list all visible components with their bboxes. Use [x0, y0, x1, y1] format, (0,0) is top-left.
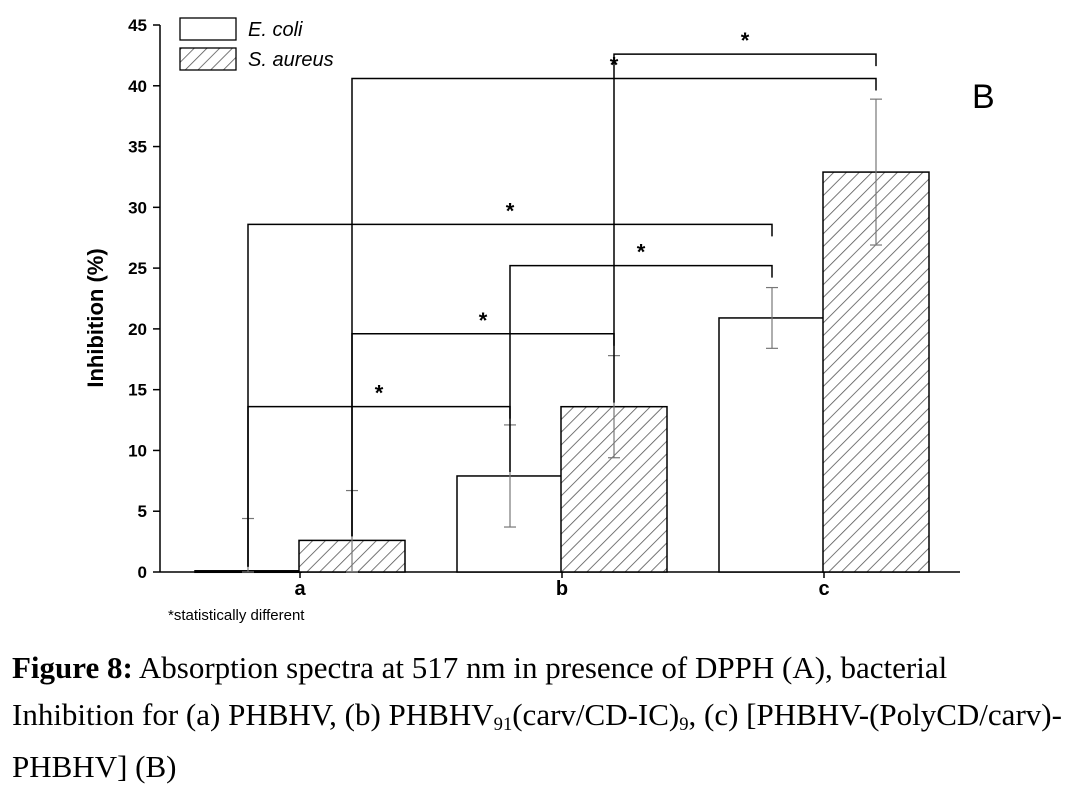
significance-star: *: [637, 240, 646, 265]
caption-subscript-1: 91: [493, 713, 513, 735]
significance-bracket: [613, 53, 877, 403]
y-tick-label: 30: [128, 198, 147, 217]
y-tick-label: 35: [128, 138, 147, 157]
y-tick-label: 20: [128, 320, 147, 339]
legend-swatch-e-coli: [179, 17, 237, 41]
caption-subscript-2: 9: [679, 713, 689, 735]
figure-caption: Figure 8: Absorption spectra at 517 nm i…: [12, 644, 1068, 790]
y-axis-title: Inhibition (%): [83, 248, 108, 387]
caption-text: Absorption spectra at 517 nm in presence…: [12, 650, 948, 732]
footnote: *statistically different: [168, 607, 305, 624]
y-tick-label: 0: [138, 563, 147, 582]
x-category-label: b: [556, 578, 568, 600]
caption-text-mid: (carv/CD-IC): [512, 697, 680, 732]
bar-s-aureus: [560, 405, 668, 573]
significance-star: *: [506, 198, 515, 223]
y-tick-label: 15: [128, 381, 147, 400]
significance-star: *: [375, 381, 384, 406]
legend-swatch-s-aureus: [179, 47, 237, 71]
y-tick-label: 5: [138, 502, 147, 521]
significance-star: *: [741, 28, 750, 53]
panel-label: B: [972, 78, 995, 116]
y-tick-label: 10: [128, 441, 147, 460]
bar-e-coli: [718, 317, 826, 573]
legend-label-s-aureus: S. aureus: [248, 49, 334, 71]
caption-text-end: , (c) [PHBHV-(PolyCD/carv)-PHBHV] (B): [12, 697, 1062, 784]
legend-label-e-coli: E. coli: [248, 19, 303, 41]
caption-label: Figure 8:: [12, 650, 133, 685]
significance-bracket: [247, 223, 773, 567]
y-tick-label: 40: [128, 77, 147, 96]
significance-star: *: [479, 308, 488, 333]
significance-bracket: [509, 264, 773, 472]
x-category-label: c: [818, 578, 829, 600]
y-tick-label: 25: [128, 259, 147, 278]
y-tick-label: 45: [128, 16, 147, 35]
x-category-label: a: [294, 578, 306, 600]
